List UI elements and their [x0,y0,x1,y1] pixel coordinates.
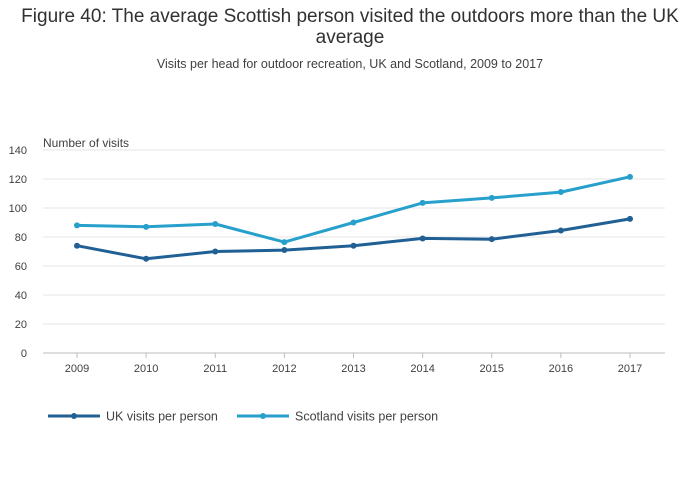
legend-item[interactable]: UK visits per person [48,410,218,424]
data-point[interactable] [212,248,219,255]
y-tick-label: 120 [9,174,27,186]
data-point[interactable] [74,222,80,229]
y-tick-label: 100 [9,203,27,215]
legend-label: UK visits per person [106,410,218,424]
x-tick-label: 2010 [134,363,158,375]
data-point[interactable] [143,223,150,230]
y-tick-label: 20 [15,319,27,331]
y-tick-label: 140 [9,145,27,157]
x-tick-label: 2014 [410,363,434,375]
data-point[interactable] [627,173,633,180]
axes: 0 20 40 60 80 100 120 140 2009 2010 2011 2012 2013 20… [9,145,665,375]
series-layer [74,173,633,262]
data-point[interactable] [488,236,495,243]
chart-title: Figure 40: The average Scottish person v… [21,6,679,48]
data-point[interactable] [212,220,219,227]
series-uk [74,215,633,262]
x-tick-label: 2011 [203,363,227,375]
x-tick-label: 2013 [341,363,365,375]
legend-item[interactable]: Scotland visits per person [237,410,438,424]
data-point[interactable] [557,227,564,234]
data-point[interactable] [627,215,633,222]
x-tick-label: 2015 [480,363,504,375]
data-point[interactable] [419,199,426,206]
y-tick-label: 80 [15,232,27,244]
y-tick-label: 60 [15,261,27,273]
data-point[interactable] [350,219,357,226]
data-point[interactable] [488,194,495,201]
data-point[interactable] [557,189,564,196]
gridlines [43,149,665,325]
data-point[interactable] [350,242,357,249]
x-tick-label: 2016 [549,363,573,375]
y-tick-label: 40 [15,290,27,302]
x-tick-label: 2012 [272,363,296,375]
legend-swatch-marker [260,413,266,419]
data-point[interactable] [143,255,150,262]
legend-label: Scotland visits per person [295,410,438,424]
series-scotland [74,173,633,246]
data-point[interactable] [281,247,288,254]
x-tick-label: 2009 [65,363,89,375]
legend-swatch-marker [71,413,77,419]
y-tick-label: 0 [21,348,27,360]
data-point[interactable] [419,235,426,242]
legend: UK visits per person Scotland visits per … [48,410,438,424]
data-point[interactable] [281,239,288,246]
chart-subtitle: Visits per head for outdoor recreation, … [156,57,544,71]
data-point[interactable] [74,242,80,249]
y-axis-title: Number of visits [43,136,129,150]
x-tick-label: 2017 [618,363,642,375]
